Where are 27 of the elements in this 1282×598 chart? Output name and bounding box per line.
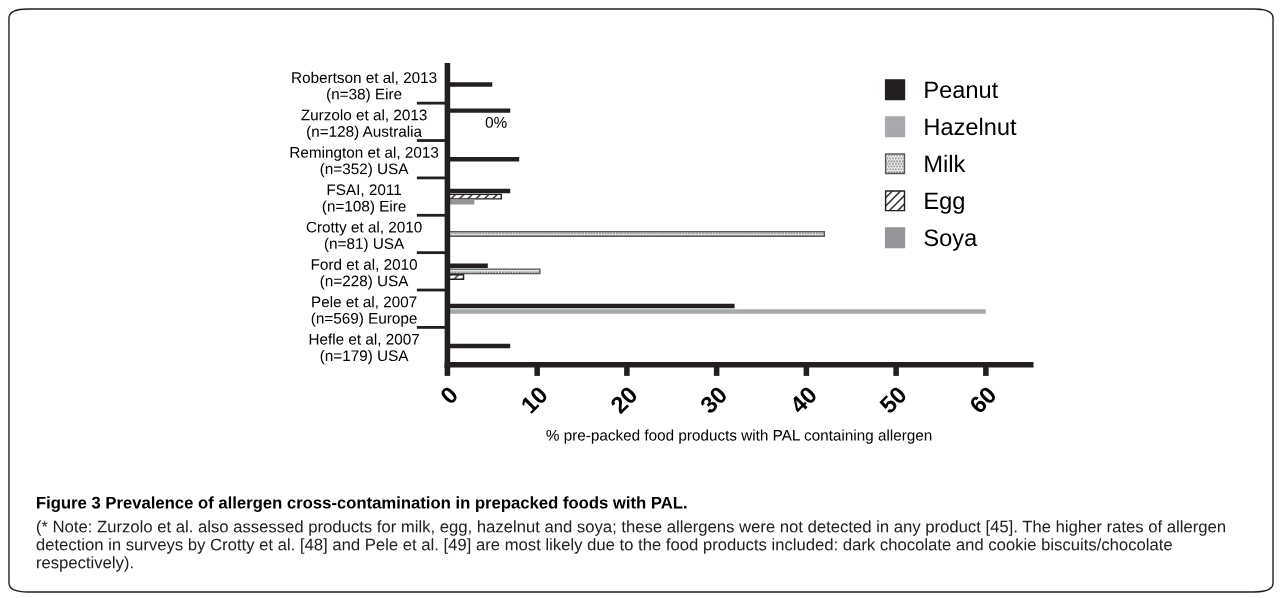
bar <box>447 231 826 237</box>
x-tick-label: 40 <box>788 385 818 415</box>
y-tick-label: Crotty et al, 2010 (n=81) USA <box>306 221 422 252</box>
y-tick-label: Remington et al, 2013 (n=352) USA <box>290 146 439 178</box>
y-tick-label: Ford et al, 2010 (n=228) USA <box>311 258 417 290</box>
y-tick-label: FSAI, 2011 (n=108) Eire <box>322 184 406 215</box>
legend-label: Soya <box>924 229 978 251</box>
y-tick-label: Hefle et al, 2007 (n=179) USA <box>309 333 419 365</box>
text: Figure 3 Prevalence of allergen cross-contamination in prepacked foods with PAL. <box>37 496 687 512</box>
x-tick-label: 10 <box>520 385 549 415</box>
legend-label: Hazelnut <box>925 117 1017 136</box>
y-tick-label: Zurzolo et al, 2013 (n=128) Australia <box>301 109 427 140</box>
x-tick-label: 20 <box>609 385 639 415</box>
bar <box>447 268 541 275</box>
x-tick-label: 30 <box>698 385 729 415</box>
x-tick-label: 50 <box>878 385 908 415</box>
legend-label: Egg <box>925 192 964 214</box>
text: (* Note: Zurzolo et al. also assessed products for milk, egg, hazelnut and soya; these allergens were not detected in any product [45]. The higher rates of allergen detection in surveys by Crotty et al. [48] and Pele et al. [49] are most likely due to the food products included: dark chocolate and cookie biscuits/chocolate respectively). <box>36 520 1226 572</box>
x-tick-label: 0 <box>439 385 459 406</box>
y-tick-label: Pele et al, 2007 (n=569) Europe <box>311 296 417 327</box>
x-axis-title: % pre-packed food products with PAL containing allergen <box>546 429 932 444</box>
legend-label: Peanut <box>925 81 999 99</box>
annotation: 0% <box>485 116 507 128</box>
bar <box>447 309 986 314</box>
x-tick-label: 60 <box>968 385 998 415</box>
legend-label: Milk <box>925 154 966 172</box>
y-tick-label: Robertson et al, 2013 (n=38) Eire <box>292 71 437 103</box>
